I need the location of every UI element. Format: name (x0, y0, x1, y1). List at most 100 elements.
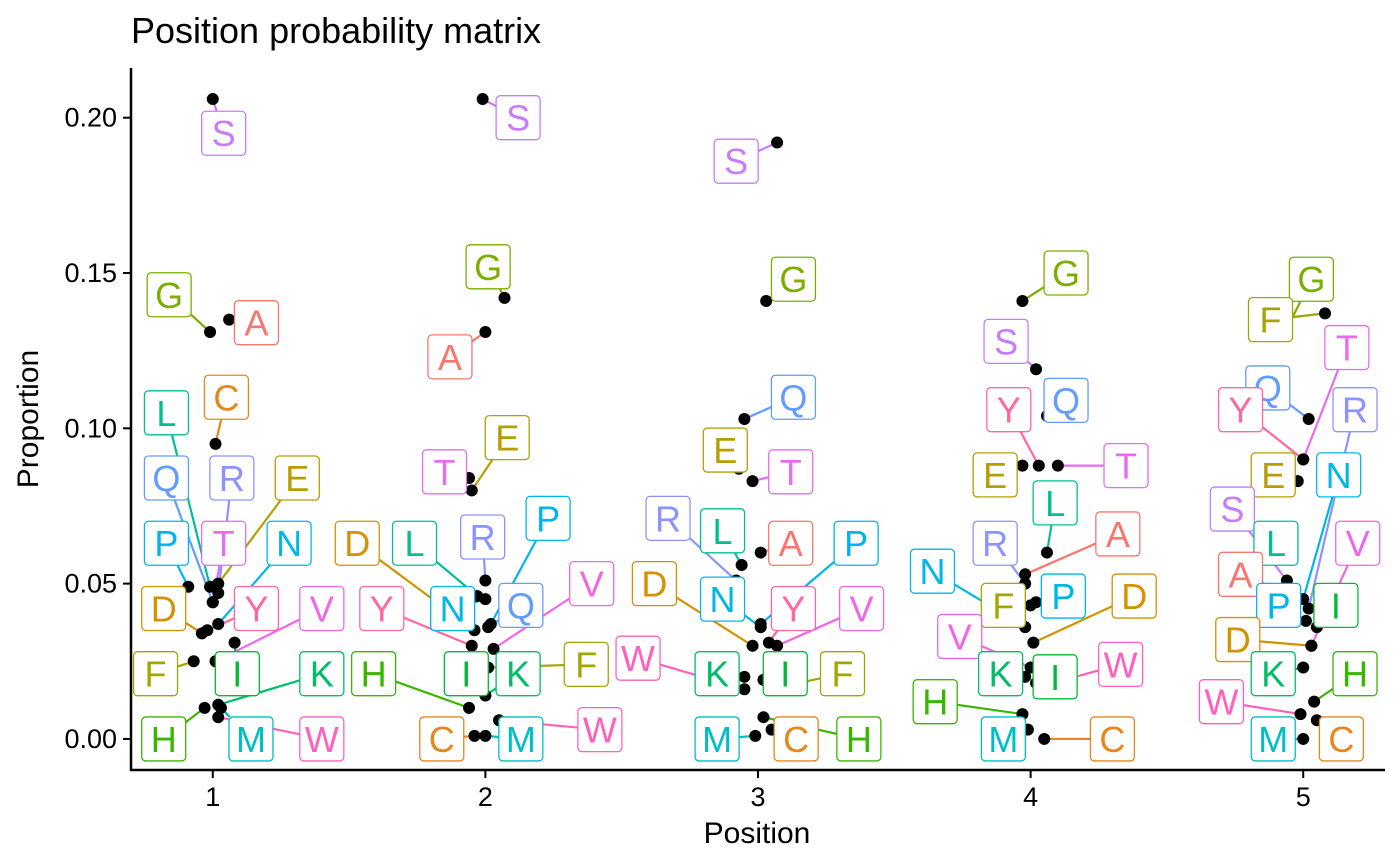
label-box (274, 455, 320, 501)
label-box (391, 520, 438, 566)
label-box (713, 138, 759, 184)
label-C-pos2: C (419, 716, 465, 762)
label-box (694, 716, 740, 762)
label-box (443, 651, 489, 697)
label-H-pos5: H (1332, 651, 1378, 697)
point-G-pos2 (498, 291, 511, 304)
label-box (141, 716, 187, 762)
label-text: V (1346, 523, 1370, 564)
label-S-pos2: S (495, 95, 541, 141)
connector-E-pos1 (217, 499, 282, 585)
label-box (1247, 296, 1294, 343)
label-Y-pos3: Y (770, 585, 817, 632)
connector-D-pos5 (1259, 640, 1312, 647)
label-P-pos5: P (1256, 582, 1302, 629)
chart-title: Position probability matrix (131, 10, 541, 51)
point-E-pos4 (1016, 459, 1029, 472)
label-V-pos3: V (838, 585, 885, 632)
label-text: C (1099, 719, 1125, 760)
point-L-pos4 (1040, 546, 1053, 559)
label-Q-pos1: Q (143, 455, 190, 501)
connector-V-pos3 (776, 617, 841, 647)
connector-D-pos4 (1032, 605, 1113, 644)
label-box (1040, 573, 1086, 619)
label-T-pos5: T (1324, 324, 1370, 371)
label-text: F (575, 644, 597, 685)
label-L-pos1: L (143, 390, 190, 436)
label-box (334, 520, 380, 566)
point-C-pos2 (468, 729, 481, 742)
label-box (1250, 716, 1296, 762)
point-A-pos2 (479, 326, 492, 339)
label-box (359, 585, 405, 632)
label-P-pos4: P (1040, 573, 1086, 619)
label-text: W (1204, 682, 1238, 723)
label-box (465, 244, 511, 290)
label-Y-pos5: Y (1217, 387, 1264, 433)
label-text: M (506, 719, 536, 760)
label-text: S (994, 321, 1018, 362)
label-box (1324, 324, 1370, 371)
label-C-pos4: C (1089, 716, 1136, 762)
y-tick-label: 0.00 (64, 724, 117, 754)
label-A-pos3: A (768, 520, 814, 566)
point-G-pos4 (1016, 294, 1029, 307)
connector-Y-pos2 (403, 616, 473, 647)
label-text: L (1266, 523, 1286, 564)
label-text: A (1106, 514, 1130, 555)
label-box (233, 585, 280, 632)
label-text: T (1336, 328, 1358, 369)
label-G-pos3: G (770, 256, 817, 302)
point-E-pos1 (212, 577, 225, 590)
label-text: C (783, 719, 809, 760)
label-R-pos4: R (972, 520, 1018, 566)
label-box (299, 585, 345, 632)
label-L-pos3: L (699, 508, 746, 554)
label-box (143, 390, 190, 436)
point-P-pos4 (1030, 596, 1043, 609)
label-box (201, 520, 247, 566)
label-box (699, 508, 746, 554)
y-tick-label: 0.10 (64, 413, 117, 443)
label-P-pos3: P (833, 520, 879, 566)
label-box (430, 585, 476, 632)
connector-H-pos4 (957, 703, 1023, 716)
label-P-pos1: P (143, 520, 190, 566)
label-text: I (1331, 585, 1341, 626)
label-H-pos3: H (836, 716, 882, 762)
label-text: V (948, 616, 972, 657)
label-M-pos5: M (1250, 716, 1296, 762)
label-box (233, 300, 280, 346)
label-V-pos5: V (1335, 520, 1381, 566)
label-text: D (641, 564, 667, 605)
point-M-pos2 (479, 729, 492, 742)
label-W-pos3: W (615, 635, 661, 681)
label-M-pos2: M (498, 716, 544, 762)
point-M-pos1 (214, 701, 227, 714)
label-box (770, 585, 817, 632)
connector-E-pos2 (470, 459, 494, 492)
label-box (768, 520, 814, 566)
label-I-pos1: I (214, 651, 260, 697)
label-box (1043, 250, 1089, 296)
x-tick-label: 3 (750, 782, 765, 812)
label-text: K (705, 654, 729, 695)
label-T-pos1: T (201, 520, 247, 566)
label-E-pos5: E (1250, 452, 1296, 498)
label-box (1250, 651, 1296, 697)
label-A-pos2: A (427, 334, 473, 380)
label-K-pos2: K (495, 651, 541, 697)
label-text: A (244, 303, 268, 344)
point-R-pos2 (479, 574, 492, 587)
label-box (1043, 377, 1089, 424)
x-tick-label: 5 (1296, 782, 1311, 812)
label-H-pos4: H (912, 679, 958, 725)
label-S-pos5: S (1209, 486, 1255, 532)
label-text: G (474, 247, 502, 288)
point-A-pos3 (754, 546, 767, 559)
label-text: R (1342, 390, 1368, 431)
point-Y-pos5 (1297, 453, 1310, 466)
point-Q-pos3 (738, 413, 751, 425)
label-box (209, 455, 255, 501)
label-F-pos2: F (563, 641, 609, 688)
